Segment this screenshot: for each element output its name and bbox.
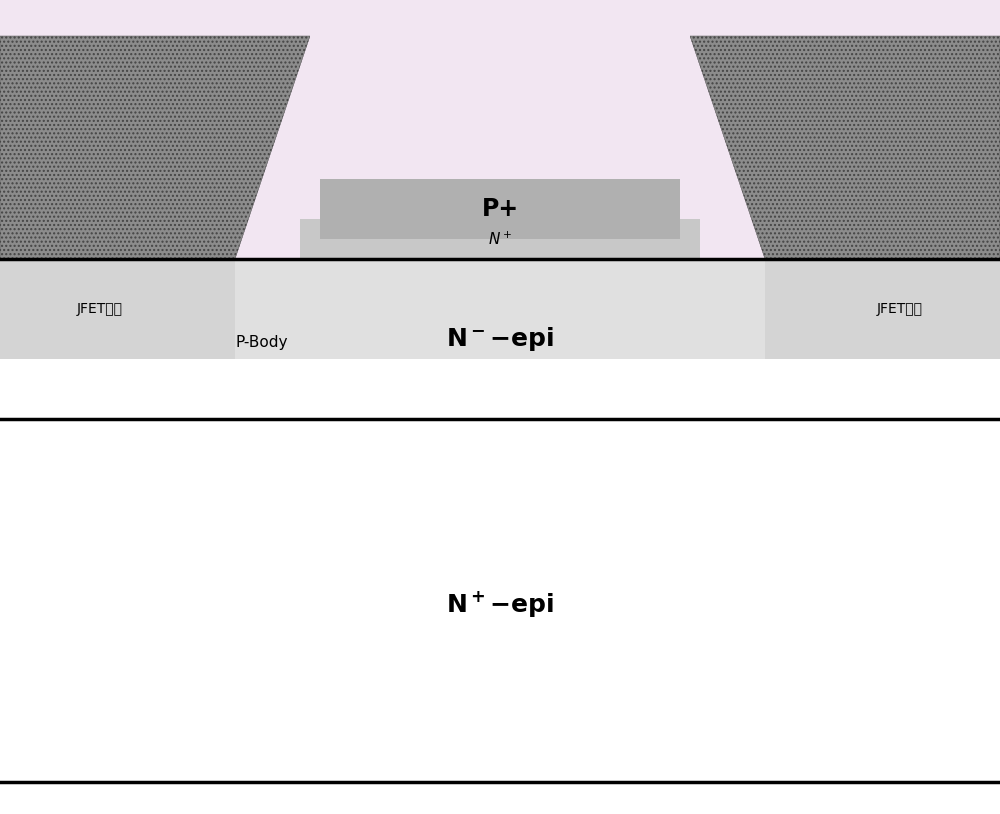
Text: $\bf{N^-}$$\bf{-epi}$: $\bf{N^-}$$\bf{-epi}$ — [446, 325, 554, 353]
Text: P-Body: P-Body — [235, 335, 288, 349]
Bar — [0, 259, 1000, 359]
Bar — [0, 0, 1000, 259]
Text: $\bf{N^+}$$\bf{-epi}$: $\bf{N^+}$$\bf{-epi}$ — [446, 589, 554, 619]
Polygon shape — [690, 36, 1000, 259]
Bar — [310, 0, 690, 84]
Text: $N^+$: $N^+$ — [488, 230, 512, 247]
Bar — [320, 179, 680, 239]
Text: JFET注入: JFET注入 — [877, 302, 923, 316]
Bar — [0, 259, 235, 359]
Bar — [300, 219, 700, 259]
Text: P+: P+ — [481, 197, 519, 221]
Text: JFET注入: JFET注入 — [77, 302, 123, 316]
Bar — [765, 259, 1000, 359]
Polygon shape — [0, 36, 310, 259]
